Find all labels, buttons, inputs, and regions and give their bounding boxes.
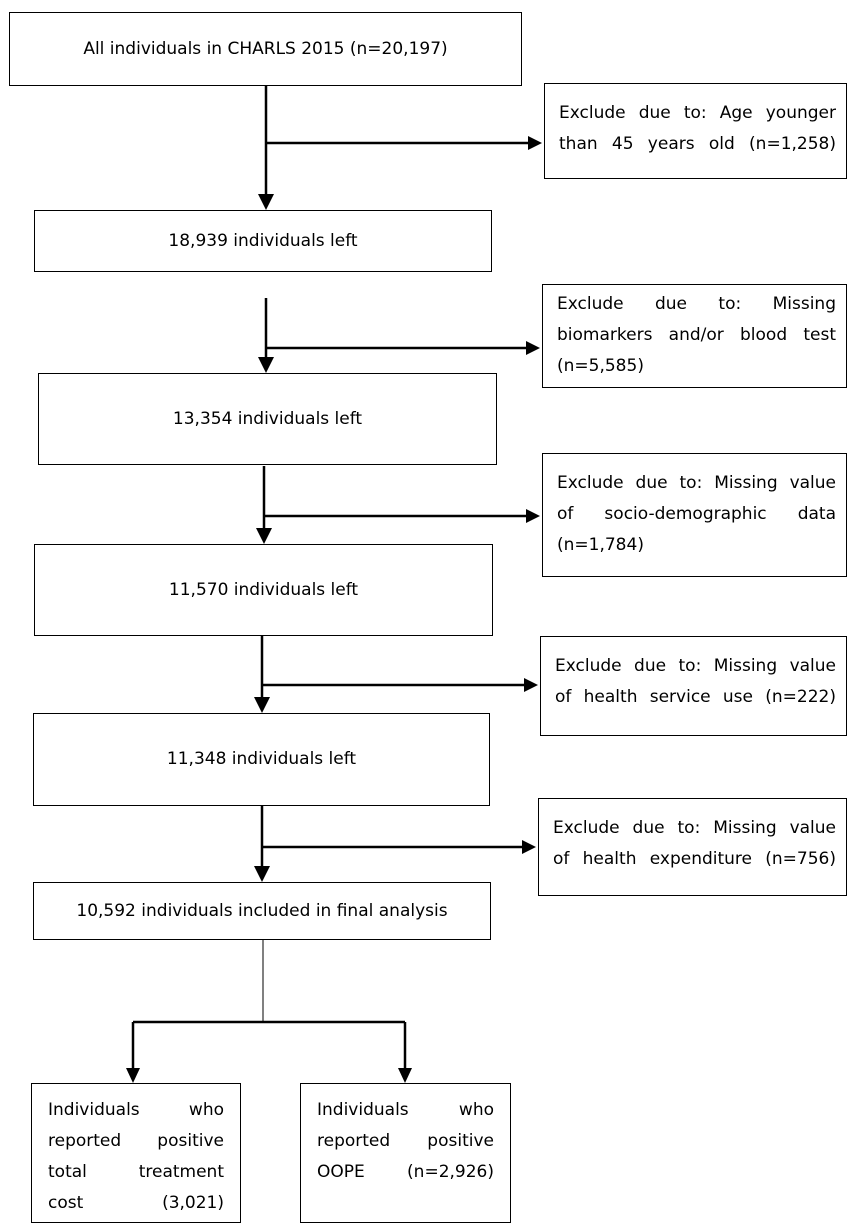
step-label-4: 11,570 individuals left <box>168 579 359 600</box>
exclusion-2-line-1: Exclude due to: Missing <box>557 294 836 314</box>
step-label-1: All individuals in CHARLS 2015 (n=20,197… <box>83 38 448 59</box>
exclusion-2-line-2: biomarkers and/or blood test <box>557 325 836 345</box>
arrowhead-down-2 <box>258 357 274 373</box>
arrowhead-right-4 <box>524 678 538 692</box>
exclusion-5-line-2: of health expenditure (n=756) <box>553 849 836 869</box>
step-label-2: 18,939 individuals left <box>168 230 358 251</box>
arrowhead-down-3 <box>256 528 272 544</box>
step-box-6: 10,592 individuals included in final ana… <box>33 882 491 940</box>
outcome-1-line-2: reported positive <box>48 1131 224 1151</box>
step-box-1: All individuals in CHARLS 2015 (n=20,197… <box>9 12 522 86</box>
step-label-5: 11,348 individuals left <box>166 749 357 769</box>
exclusion-box-1: Exclude due to: Age younger than 45 year… <box>544 83 847 179</box>
outcome-2-line-1: Individuals who <box>317 1100 494 1120</box>
exclusion-1-line-2: than 45 years old (n=1,258) <box>559 134 836 154</box>
exclusion-3-line-3: (n=1,784) <box>557 535 644 555</box>
exclusion-4-line-1: Exclude due to: Missing value <box>555 656 836 676</box>
outcome-2-line-3: OOPE (n=2,926) <box>317 1162 494 1182</box>
step-label-6: 10,592 individuals included in final ana… <box>76 900 448 921</box>
exclusion-3-line-1: Exclude due to: Missing value <box>557 473 836 493</box>
outcome-1-line-1: Individuals who <box>48 1100 224 1120</box>
outcome-box-1: Individuals who reported positive total … <box>31 1083 241 1223</box>
arrowhead-down-left <box>126 1068 140 1083</box>
exclusion-box-5: Exclude due to: Missing value of health … <box>538 798 847 896</box>
arrowhead-down-right <box>398 1068 412 1083</box>
exclusion-box-2: Exclude due to: Missing biomarkers and/o… <box>542 284 847 388</box>
step-label-3: 13,354 individuals left <box>172 408 363 429</box>
outcome-2-line-2: reported positive <box>317 1131 494 1151</box>
outcome-1-line-3: total treatment <box>48 1162 224 1182</box>
arrowhead-right-2 <box>526 341 540 355</box>
arrowhead-down-5 <box>254 866 270 882</box>
exclusion-box-4: Exclude due to: Missing value of health … <box>540 636 847 736</box>
outcome-1-line-4: cost (3,021) <box>48 1193 224 1213</box>
arrowhead-down-1 <box>258 194 274 210</box>
exclusion-1-line-1: Exclude due to: Age younger <box>559 103 836 123</box>
arrowhead-right-3 <box>526 509 540 523</box>
step-box-2: 18,939 individuals left <box>34 210 492 272</box>
step-box-4: 11,570 individuals left <box>34 544 493 636</box>
outcome-box-2: Individuals who reported positive OOPE (… <box>300 1083 511 1223</box>
step-box-3: 13,354 individuals left <box>38 373 497 465</box>
arrowhead-down-4 <box>254 697 270 713</box>
arrowhead-right-1 <box>528 136 542 150</box>
exclusion-4-line-2: of health service use (n=222) <box>555 687 836 707</box>
exclusion-3-line-2: of socio-demographic data <box>557 504 836 524</box>
exclusion-2-line-3: (n=5,585) <box>557 356 644 376</box>
exclusion-5-line-1: Exclude due to: Missing value <box>553 818 836 838</box>
step-box-5: 11,348 individuals left <box>33 713 490 806</box>
exclusion-box-3: Exclude due to: Missing value of socio-d… <box>542 453 847 577</box>
arrowhead-right-5 <box>522 840 536 854</box>
